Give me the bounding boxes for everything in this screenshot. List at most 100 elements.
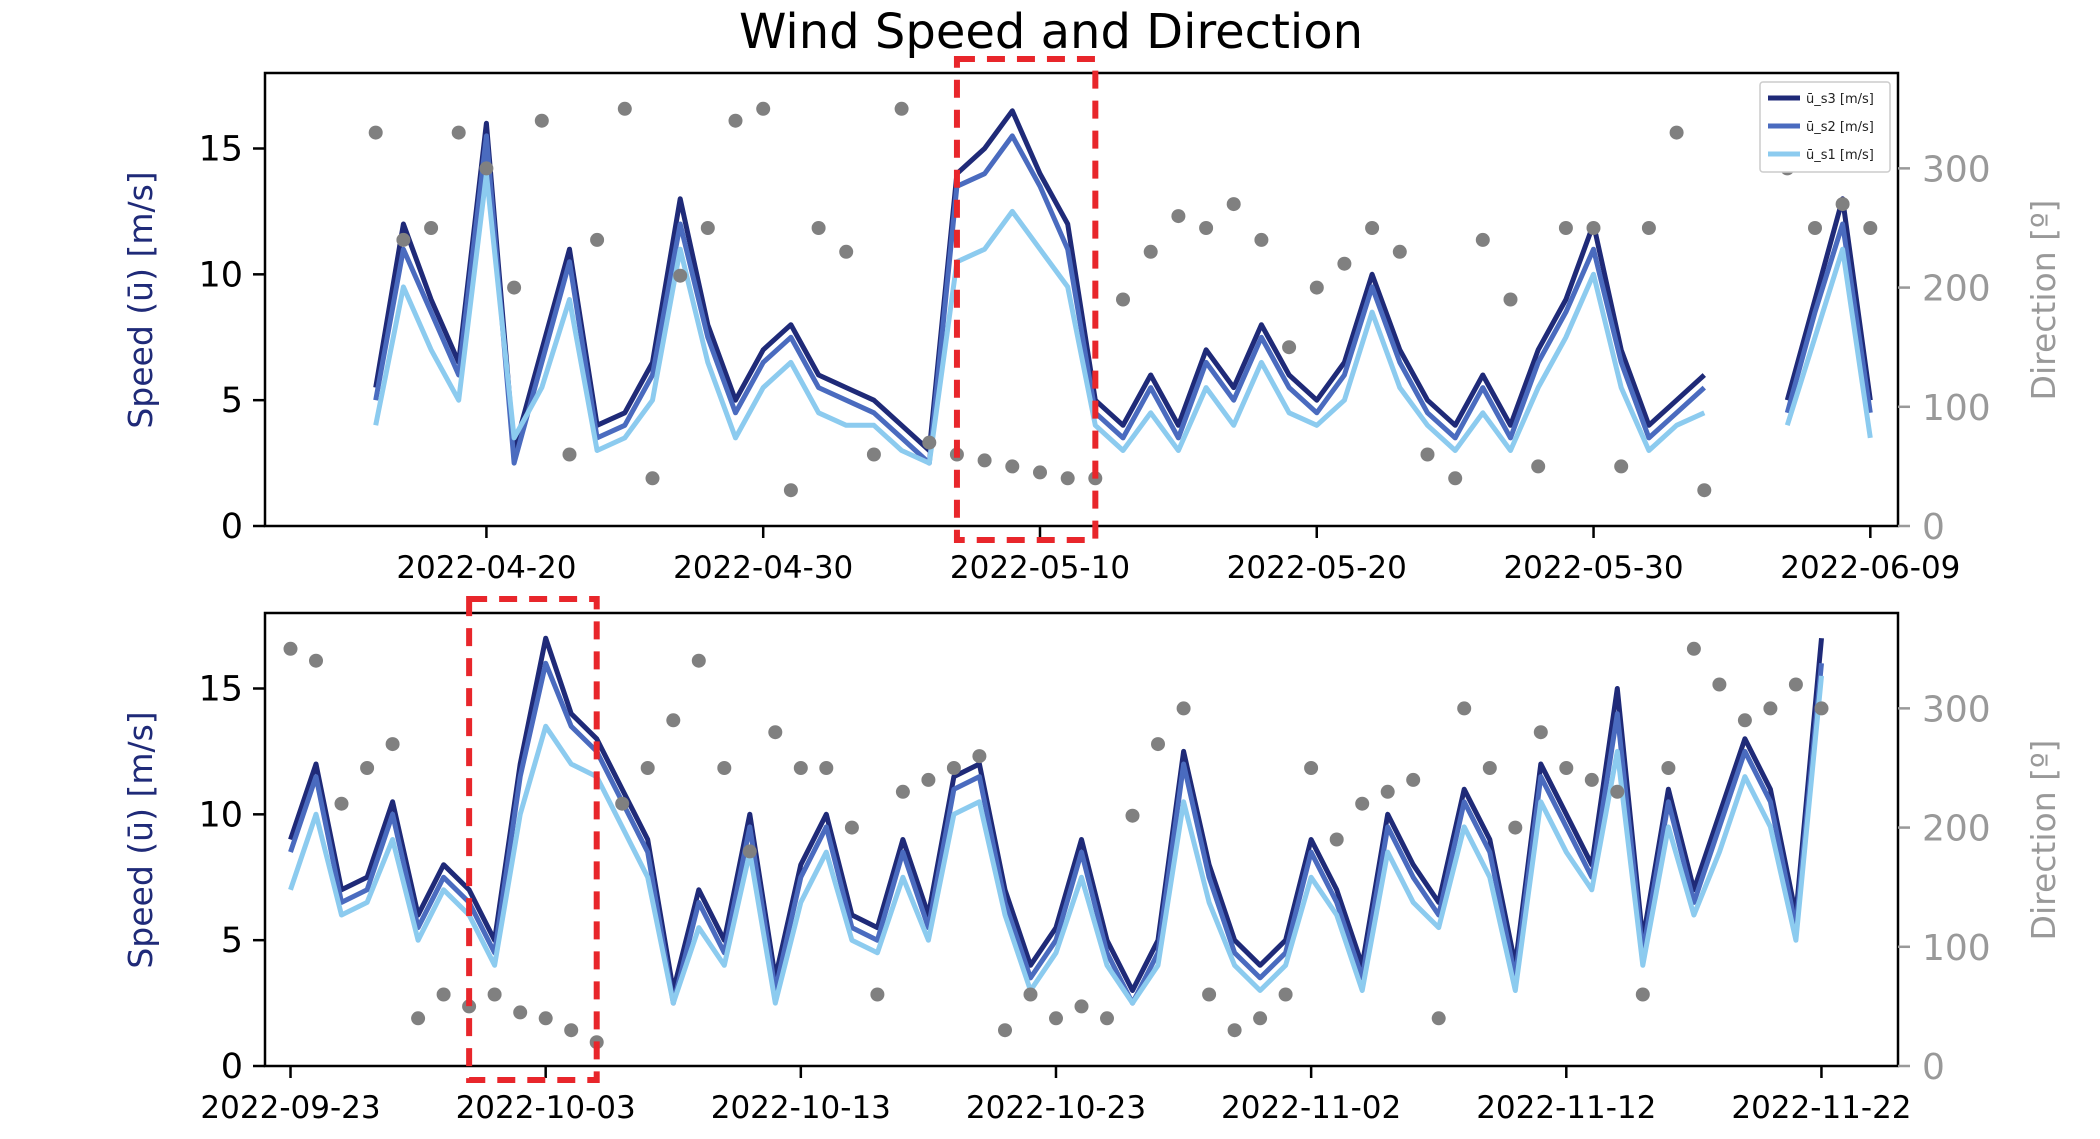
legend-label-s3: ū_s3 [m/s] [1806,92,1874,107]
top-direction-point [1808,221,1822,235]
top-direction-point [1503,292,1518,307]
bottom-direction-point [1380,784,1395,799]
bottom-x-tick-label: 2022-10-23 [966,1090,1146,1126]
bottom-direction-point [1406,772,1421,787]
top-direction-point [1060,471,1075,486]
top-direction-point [977,453,992,468]
bottom-direction-point [1814,701,1829,716]
top-y2-tick-label: 300 [1922,149,1991,190]
top-series-line-3 [373,171,1873,466]
top-direction-point [1641,221,1656,235]
bottom-direction-point [1737,713,1752,728]
bottom-y2-tick-label: 0 [1922,1047,1945,1088]
top-direction-point [1669,125,1684,140]
top-direction-point [424,221,439,235]
top-direction-point [1614,459,1629,474]
top-highlight-box [953,56,1099,543]
top-panel: 0 5 10 15 0 100 200 300 2022-04-20 2022-04-30 2022… [121,56,2063,586]
bottom-direction-point [487,987,502,1002]
bottom-panel: 0 5 10 15 0 100 200 300 2022-09-23 2022-10-03 2022… [121,596,2063,1127]
bottom-y2-tick-label: 100 [1922,928,1991,969]
bottom-direction-point [998,1023,1012,1038]
top-direction-point [1531,459,1546,474]
bottom-direction-point [283,641,298,656]
bottom-direction-point [1125,808,1140,823]
top-direction-point [590,232,605,247]
bottom-plot-frame [263,611,1900,1068]
bottom-direction-point [1304,761,1319,775]
bottom-direction-point [1610,784,1625,799]
bottom-series-layer [288,635,1824,1006]
top-direction-point [645,471,660,486]
top-y2-axis-label: Direction [º] [2024,200,2063,401]
bottom-direction-point [640,761,655,775]
bottom-direction-point [436,987,451,1002]
bottom-direction-point [309,653,323,668]
bottom-direction-point [895,784,910,799]
bottom-x-tick-label: 2022-11-12 [1476,1090,1656,1126]
bottom-direction-point [666,713,681,728]
top-direction-point [1835,197,1850,212]
bottom-direction-point [1278,987,1293,1002]
legend-label-s2: ū_s2 [m/s] [1806,120,1874,135]
top-direction-point [1392,244,1407,259]
top-direction-point [1005,459,1020,474]
bottom-x-tick-label: 2022-10-13 [711,1090,891,1126]
top-y2-tick-label: 0 [1922,507,1945,548]
bottom-y2-axis-label: Direction [º] [2024,740,2063,941]
legend: ū_s3 [m/s] ū_s2 [m/s] ū_s1 [m/s] [1759,81,1891,173]
top-direction-point [1558,221,1573,235]
bottom-ticks-layer: 0 5 10 15 0 100 200 300 2022-09-23 2022-10-03 2022… [198,670,1990,1127]
bottom-direction-point [1253,1011,1268,1026]
top-y-tick-label: 10 [198,255,243,295]
top-direction-point [1420,447,1435,462]
bottom-direction-point [538,1011,553,1026]
top-x-tick-label: 2022-04-20 [396,550,576,586]
bottom-direction-point [385,737,400,752]
bottom-direction-point [921,772,936,787]
top-direction-point [1586,221,1601,235]
bottom-direction-point [793,761,808,775]
bottom-direction-point [1431,1011,1446,1026]
top-x-tick-label: 2022-06-09 [1780,550,1960,586]
top-highlight-layer [953,56,1099,543]
bottom-direction-point [1074,999,1089,1014]
bottom-direction-point [360,761,375,775]
bottom-direction-point [1151,737,1165,752]
top-direction-point [1337,256,1352,271]
bottom-direction-point [1227,1023,1242,1038]
bottom-direction-point [1686,641,1701,656]
bottom-direction-point [1049,1011,1063,1026]
top-direction-point [1226,197,1241,212]
top-series-line-1 [373,108,1873,453]
bottom-direction-point [615,796,630,811]
top-direction-point [368,125,383,140]
top-direction-point [1033,465,1047,480]
top-direction-point [1448,471,1463,486]
top-direction-point [1143,244,1158,259]
bottom-series-line-1 [288,635,1824,993]
bottom-x-tick-label: 2022-10-03 [456,1090,636,1126]
bottom-series-line-2 [288,660,1824,1006]
bottom-direction-point [334,796,349,811]
bottom-direction-point [717,761,732,775]
top-direction-point [1863,221,1878,235]
bottom-direction-point [513,1005,528,1020]
bottom-x-tick-label: 2022-11-02 [1221,1090,1401,1126]
bottom-direction-point [1482,761,1497,775]
top-direction-point [1365,221,1380,235]
bottom-direction-point [1508,820,1523,835]
top-direction-layer [368,101,1878,498]
bottom-direction-point [1763,701,1778,716]
top-direction-point [1199,221,1214,235]
bottom-direction-point [1661,761,1676,775]
bottom-direction-point [1788,677,1803,692]
bottom-direction-point [1635,987,1650,1002]
top-direction-point [1116,292,1130,307]
top-direction-point [894,101,909,116]
top-series-layer [373,108,1873,466]
bottom-direction-point [411,1011,426,1026]
bottom-direction-point [691,653,706,668]
bottom-direction-point [870,987,885,1002]
